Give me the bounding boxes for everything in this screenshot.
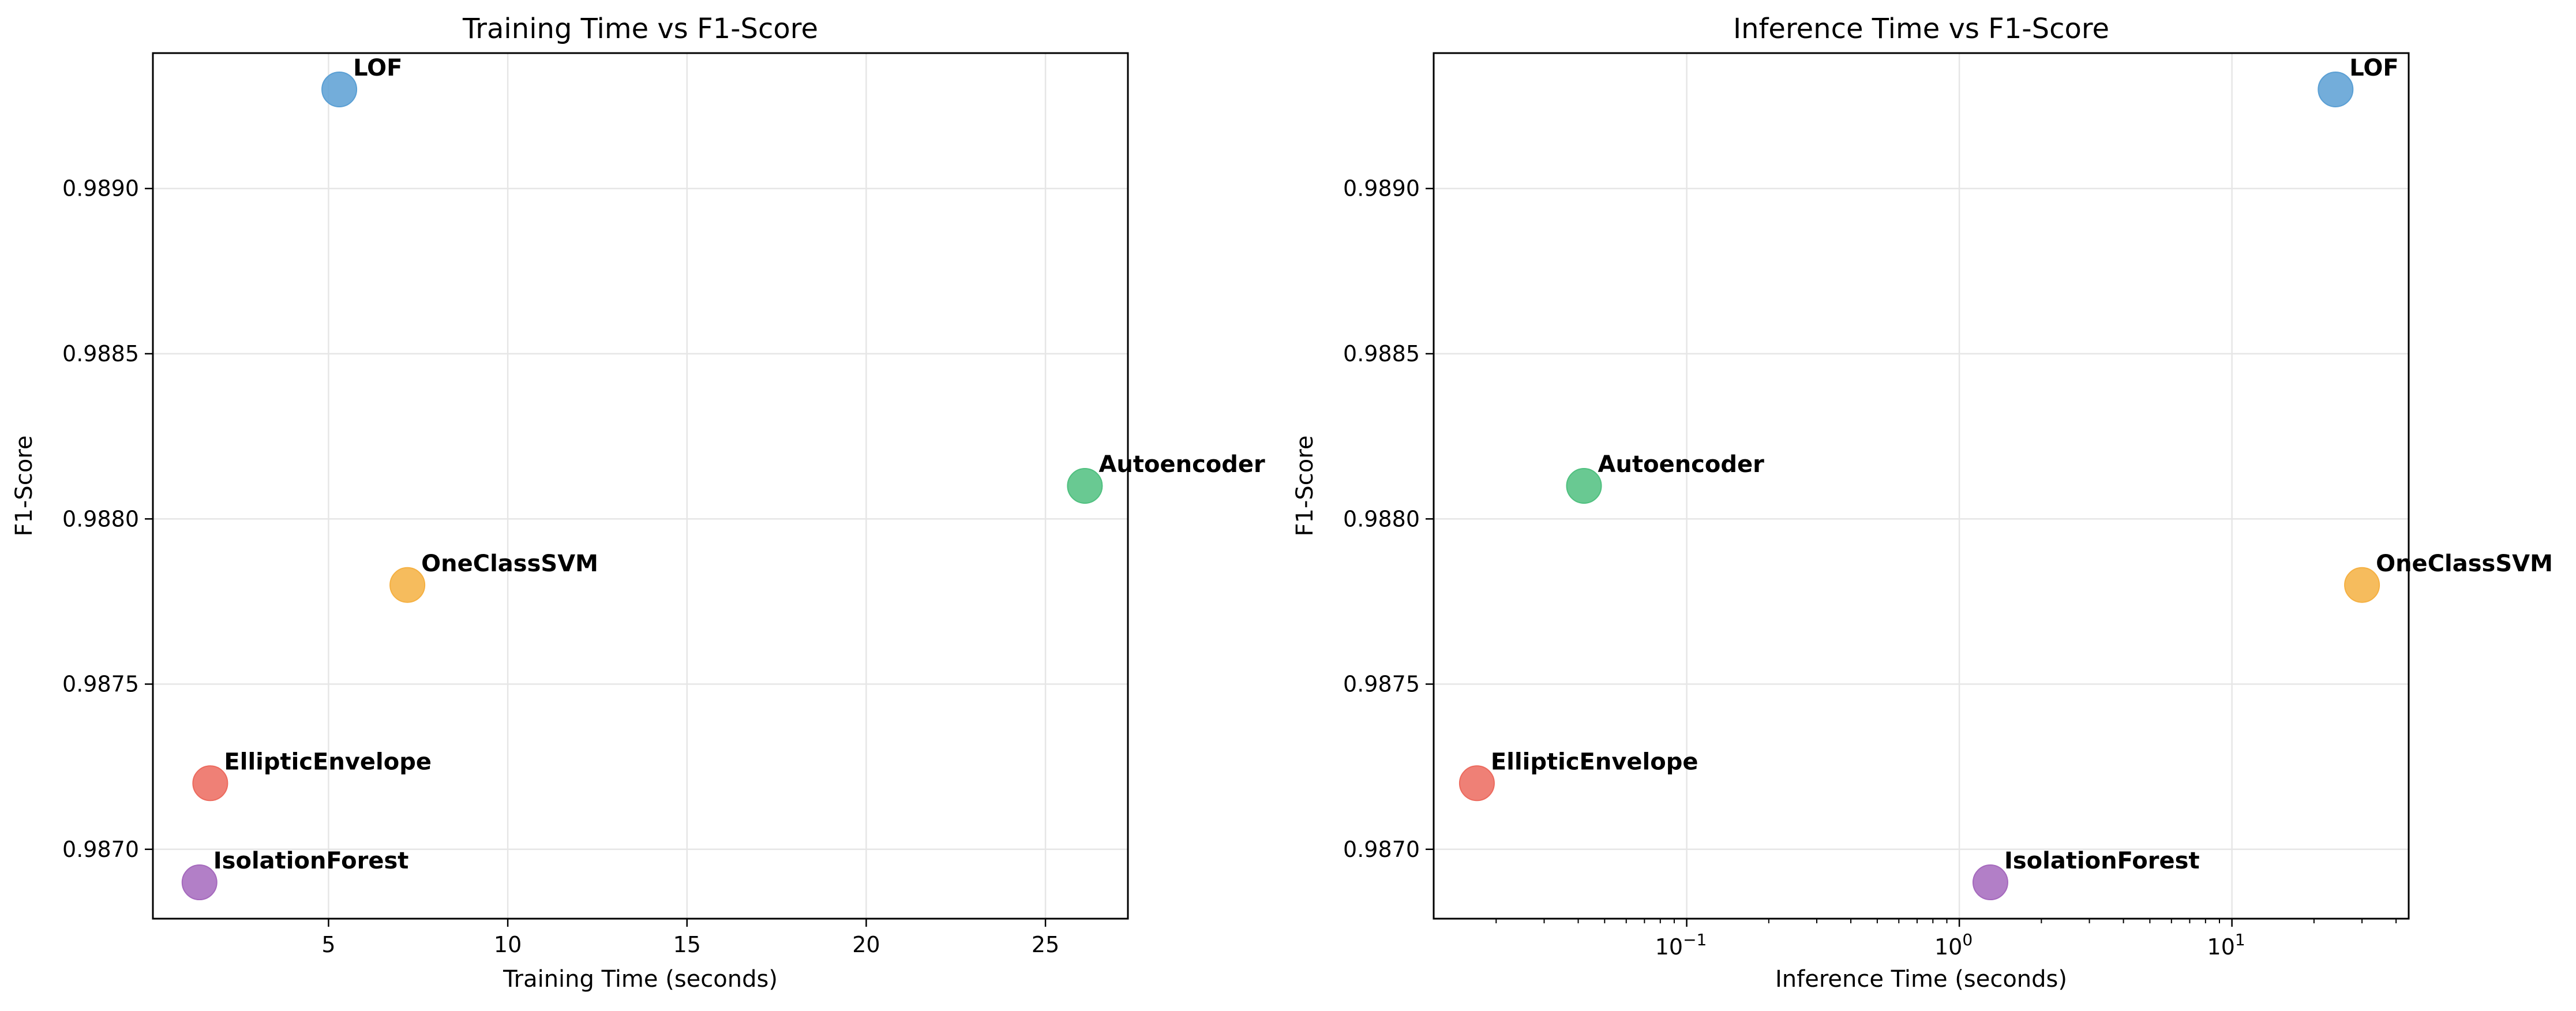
point-label-lof: LOF <box>353 55 402 81</box>
y-tick-label: 0.9890 <box>62 176 139 201</box>
x-tick-base: 10 <box>2207 934 2235 960</box>
data-point-isolationforest <box>181 864 218 901</box>
y-axis-label: F1-Score <box>11 436 38 537</box>
x-tick-exponent: −1 <box>1683 930 1707 949</box>
x-tick-label: 25 <box>1032 932 1059 957</box>
y-tick-label: 0.9880 <box>62 506 139 531</box>
x-tick-label: 100 <box>1934 930 1973 960</box>
x-tick-label: 20 <box>852 932 880 957</box>
data-point-oneclasssvm <box>389 567 426 603</box>
y-axis-label: F1-Score <box>1292 436 1318 537</box>
x-tick-base: 10 <box>1655 934 1683 960</box>
y-tick-label: 0.9890 <box>1343 176 1420 201</box>
grid-lines <box>153 53 1128 919</box>
data-point-autoencoder <box>1067 468 1103 504</box>
y-tick-label: 0.9875 <box>1343 672 1420 697</box>
inference-time-chart: 10−1 100 1010.98700.98750.98800.98850.9890… <box>1292 13 2553 993</box>
data-point-ellipticenvelope <box>192 765 228 802</box>
data-point-lof <box>321 71 358 107</box>
y-tick-label: 0.9885 <box>62 341 139 366</box>
plot-frame <box>152 52 1129 920</box>
data-point-oneclasssvm <box>2344 567 2380 603</box>
x-tick-exponent: 1 <box>2235 930 2245 949</box>
x-tick-label: 10 <box>494 932 522 957</box>
y-tick-label: 0.9870 <box>1343 837 1420 862</box>
training-time-chart: 5 10 15 20 25 0.9870 0.9875 0.9880 0.9885 0.9890 L… <box>11 13 1265 993</box>
point-label-ellipticenvelope: EllipticEnvelope <box>1491 748 1698 775</box>
y-tick-label: 0.9870 <box>62 837 139 862</box>
point-label-lof: LOF <box>2349 55 2398 81</box>
data-point-lof <box>2318 71 2354 107</box>
point-label-oneclasssvm: OneClassSVM <box>421 551 598 577</box>
x-tick-base: 10 <box>1934 934 1962 960</box>
x-tick-label: 10−1 <box>1655 930 1707 960</box>
point-label-isolationforest: IsolationForest <box>213 848 409 874</box>
y-tick-label: 0.9885 <box>1343 341 1420 366</box>
x-axis-label: Inference Time (seconds) <box>1775 966 2067 993</box>
chart-title: Inference Time vs F1-Score <box>1733 13 2109 45</box>
x-tick-exponent: 0 <box>1962 930 1973 949</box>
y-tick-label: 0.9880 <box>1343 506 1420 531</box>
data-point-autoencoder <box>1566 468 1602 504</box>
x-axis-label: Training Time (seconds) <box>503 966 778 993</box>
x-tick-label: 5 <box>321 932 335 957</box>
point-label-ellipticenvelope: EllipticEnvelope <box>224 748 432 775</box>
point-label-autoencoder: Autoencoder <box>1598 451 1765 478</box>
data-point-ellipticenvelope <box>1458 765 1495 802</box>
plot-frame <box>1433 52 2410 920</box>
grid-lines <box>1434 53 2409 919</box>
y-tick-label: 0.9875 <box>62 672 139 697</box>
x-tick-label: 15 <box>673 932 701 957</box>
point-label-oneclasssvm: OneClassSVM <box>2376 551 2553 577</box>
point-label-isolationforest: IsolationForest <box>2004 848 2200 874</box>
x-tick-label: 101 <box>2207 930 2245 960</box>
chart-title: Training Time vs F1-Score <box>462 13 818 45</box>
data-point-isolationforest <box>1972 864 2008 901</box>
point-label-autoencoder: Autoencoder <box>1098 451 1265 478</box>
